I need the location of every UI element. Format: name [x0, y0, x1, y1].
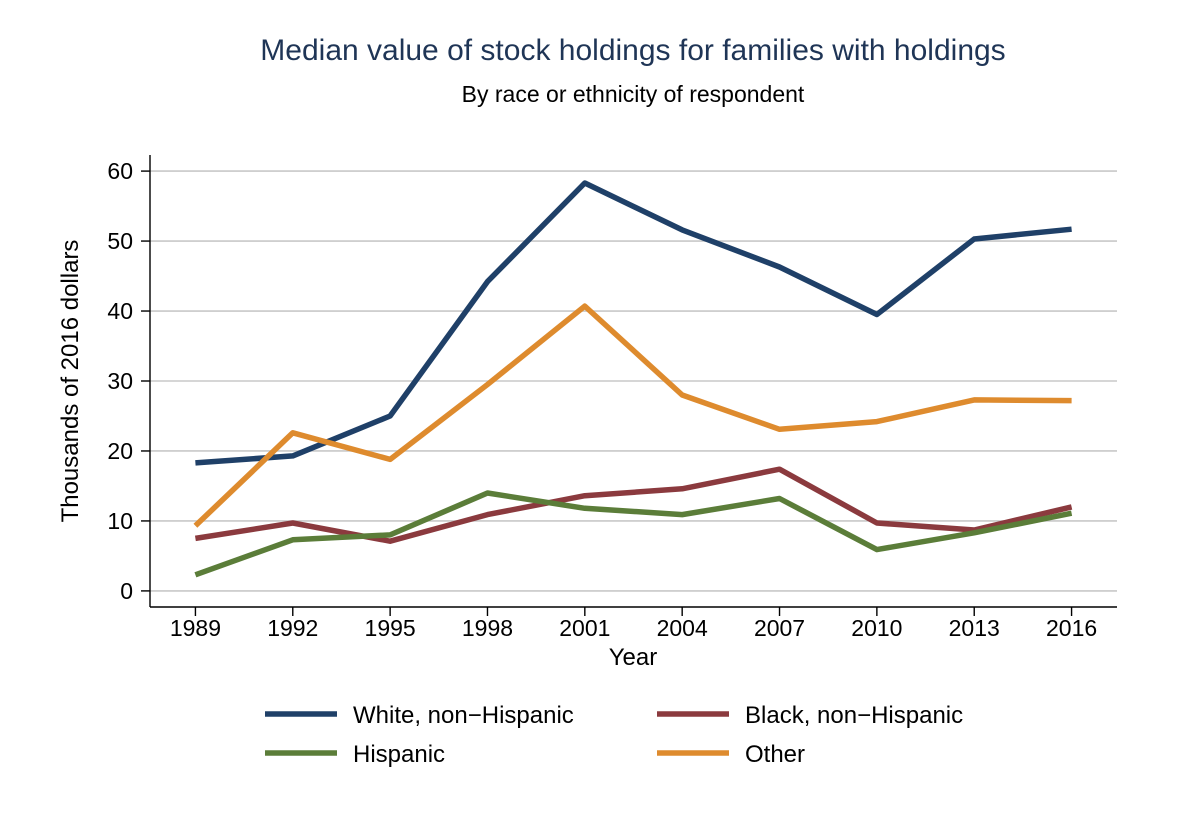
series-line-hispanic [194, 490, 1073, 578]
y-tick-label: 20 [107, 438, 133, 464]
series-line-black-non-hispanic [194, 466, 1073, 544]
x-tick-label: 2016 [1046, 615, 1097, 641]
x-tick-label: 1989 [170, 615, 221, 641]
x-tick-label: 2001 [559, 615, 610, 641]
x-tick-label: 2013 [949, 615, 1000, 641]
y-tick-label: 40 [107, 298, 133, 324]
x-tick-label: 2010 [851, 615, 902, 641]
x-tick-label: 2007 [754, 615, 805, 641]
x-tick-label: 1998 [462, 615, 513, 641]
series-lines [193, 180, 1073, 578]
chart-subtitle: By race or ethnicity of respondent [462, 81, 805, 107]
legend-label-black-non-hispanic: Black, non−Hispanic [745, 702, 963, 729]
y-axis-label: Thousands of 2016 dollars [57, 240, 84, 523]
legend-label-other: Other [745, 741, 805, 768]
x-axis-label: Year [609, 644, 658, 671]
series-line-white-non-hispanic [195, 180, 1072, 466]
y-tick-label: 10 [107, 508, 133, 534]
legend: White, non−Hispanic Black, non−Hispanic Hi… [265, 702, 963, 768]
legend-label-hispanic: Hispanic [353, 741, 445, 768]
y-tick-label: 50 [107, 228, 133, 254]
y-tick-label: 0 [120, 578, 133, 604]
y-tick-label: 60 [107, 158, 133, 184]
x-axis-ticks: 1989 1992 1995 1998 2001 2004 2007 2010 2013 2016 [170, 607, 1097, 641]
series-line-other [193, 303, 1072, 528]
legend-label-white-non-hispanic: White, non−Hispanic [353, 702, 574, 729]
chart-title: Median value of stock holdings for famil… [260, 34, 1005, 67]
y-tick-label: 30 [107, 368, 133, 394]
x-tick-label: 1992 [267, 615, 318, 641]
x-tick-label: 1995 [365, 615, 416, 641]
x-tick-label: 2004 [657, 615, 708, 641]
y-axis-ticks: 0 10 20 30 40 50 60 [107, 158, 150, 604]
